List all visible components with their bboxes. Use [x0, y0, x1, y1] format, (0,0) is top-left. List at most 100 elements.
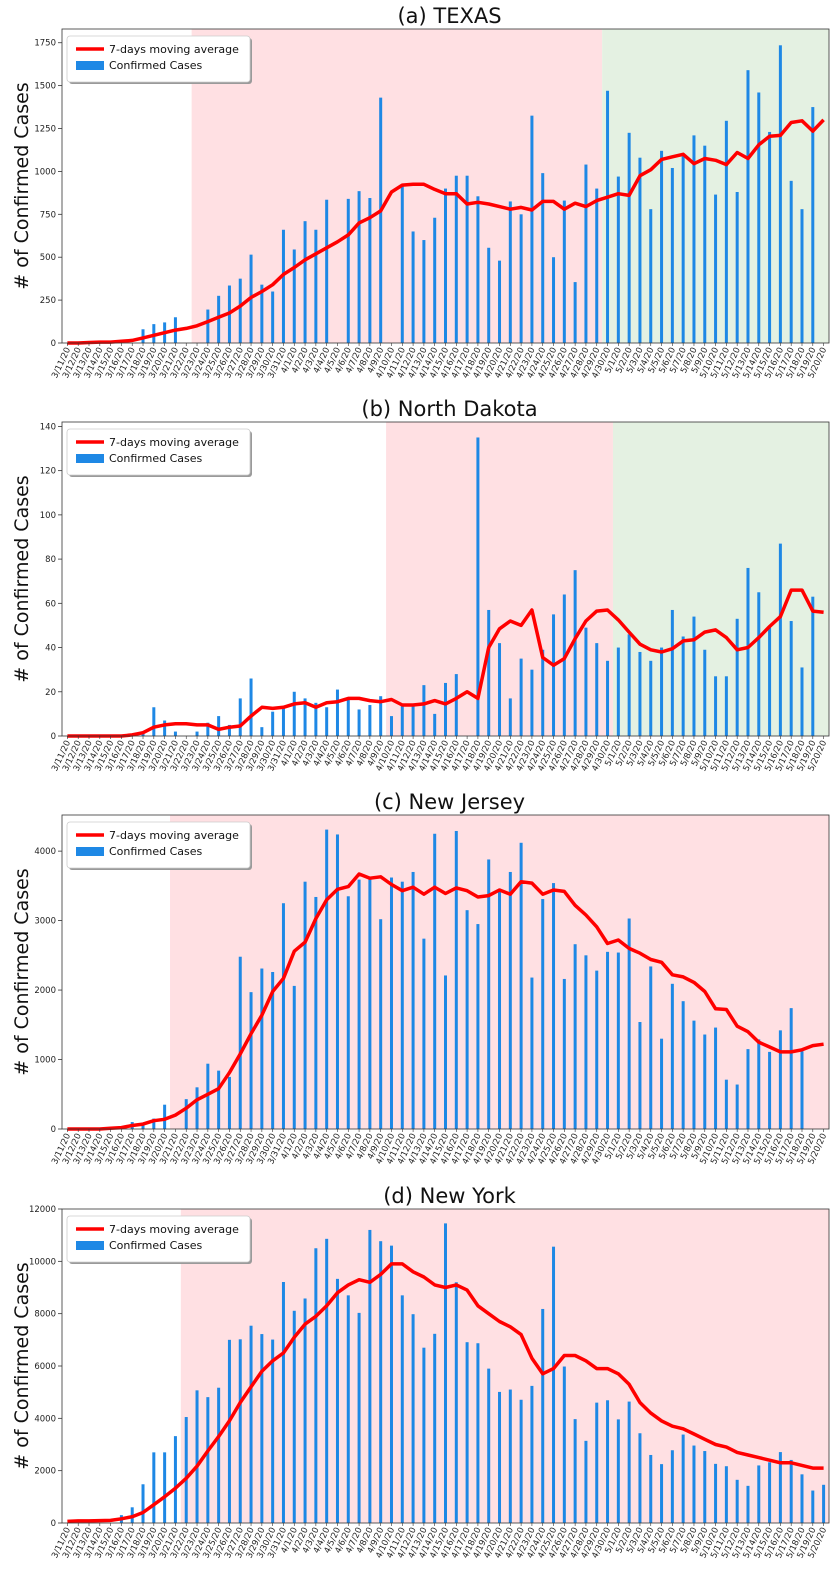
confirmed-cases-bar	[811, 107, 815, 343]
confirmed-cases-bar	[281, 903, 285, 1129]
confirmed-cases-bar	[411, 705, 415, 736]
confirmed-cases-bar	[184, 1417, 188, 1523]
y-tick-label: 4000	[34, 847, 56, 857]
confirmed-cases-bar	[238, 1339, 242, 1523]
confirmed-cases-bar	[616, 952, 620, 1129]
y-tick-label: 8000	[34, 1310, 56, 1320]
confirmed-cases-bar	[465, 175, 469, 343]
y-tick-label: 40	[45, 644, 56, 654]
confirmed-cases-bar	[552, 614, 556, 736]
confirmed-cases-bar	[670, 167, 674, 343]
confirmed-cases-bar	[714, 1463, 718, 1523]
y-tick-label: 2000	[34, 986, 56, 996]
confirmed-cases-bar	[422, 938, 426, 1129]
y-tick-label: 750	[40, 210, 56, 220]
confirmed-cases-bar	[746, 1049, 750, 1129]
confirmed-cases-bar	[811, 596, 815, 736]
confirmed-cases-bar	[433, 713, 437, 736]
confirmed-cases-bar	[163, 1104, 167, 1129]
y-axis-label: # of Confirmed Cases	[11, 868, 33, 1075]
y-tick-label: 6000	[34, 1362, 56, 1372]
confirmed-cases-bar	[757, 1039, 761, 1129]
confirmed-cases-bar	[260, 727, 264, 736]
confirmed-cases-bar	[379, 97, 383, 343]
confirmed-cases-bar	[714, 676, 718, 736]
confirmed-cases-bar	[757, 1465, 761, 1523]
confirmed-cases-bar	[249, 992, 253, 1129]
confirmed-cases-bar	[217, 1387, 221, 1523]
confirmed-cases-bar	[271, 291, 275, 343]
pink-region	[180, 1209, 829, 1523]
confirmed-cases-bar	[584, 627, 588, 736]
confirmed-cases-bar	[660, 1038, 664, 1129]
confirmed-cases-bar	[281, 229, 285, 343]
confirmed-cases-bar	[260, 968, 264, 1129]
y-tick-label: 0	[51, 1519, 56, 1529]
confirmed-cases-bar	[670, 609, 674, 736]
confirmed-cases-bar	[735, 618, 739, 736]
confirmed-cases-bar	[141, 733, 145, 736]
confirmed-cases-bar	[584, 164, 588, 343]
confirmed-cases-bar	[303, 1298, 307, 1523]
confirmed-cases-bar	[357, 709, 361, 736]
confirmed-cases-bar	[508, 698, 512, 736]
confirmed-cases-bar	[422, 1347, 426, 1523]
legend-bar-swatch	[76, 1241, 104, 1250]
legend: 7-days moving average Confirmed Cases	[66, 1215, 252, 1264]
y-axis-label: # of Confirmed Cases	[11, 1262, 33, 1469]
confirmed-cases-bar	[152, 1452, 156, 1523]
confirmed-cases-bar	[163, 720, 167, 736]
confirmed-cases-bar	[411, 1314, 415, 1523]
confirmed-cases-bar	[681, 636, 685, 736]
confirmed-cases-bar	[714, 194, 718, 343]
confirmed-cases-bar	[670, 983, 674, 1129]
legend-bar-swatch	[76, 61, 104, 70]
legend-label-confirmed-cases: Confirmed Cases	[109, 845, 203, 858]
confirmed-cases-bar	[757, 92, 761, 344]
confirmed-cases-bar	[314, 229, 318, 343]
confirmed-cases-bar	[184, 1099, 188, 1129]
confirmed-cases-bar	[292, 249, 296, 343]
confirmed-cases-bar	[368, 878, 372, 1129]
confirmed-cases-bar	[789, 180, 793, 343]
confirmed-cases-bar	[314, 896, 318, 1129]
confirmed-cases-bar	[692, 1020, 696, 1129]
confirmed-cases-bar	[800, 1051, 804, 1129]
confirmed-cases-bar	[152, 1118, 156, 1129]
confirmed-cases-bar	[444, 188, 447, 343]
confirmed-cases-bar	[433, 1333, 437, 1523]
confirmed-cases-bar	[163, 1452, 167, 1523]
confirmed-cases-bar	[541, 173, 545, 343]
confirmed-cases-bar	[400, 705, 404, 736]
confirmed-cases-bar	[530, 115, 534, 344]
legend-label-moving-average: 7-days moving average	[109, 43, 239, 56]
confirmed-cases-bar	[357, 879, 361, 1129]
y-tick-label: 4000	[34, 1414, 56, 1424]
confirmed-cases-bar	[335, 1278, 339, 1523]
confirmed-cases-bar	[800, 209, 804, 343]
confirmed-cases-bar	[606, 951, 610, 1129]
confirmed-cases-bar	[346, 896, 350, 1129]
confirmed-cases-bar	[616, 647, 620, 736]
confirmed-cases-bar	[552, 1246, 556, 1523]
confirmed-cases-bar	[735, 1084, 739, 1129]
chart-panel-3: 0200040006000800010000120003/11/203/12/2…	[11, 1184, 830, 1560]
confirmed-cases-bar	[768, 1462, 772, 1523]
confirmed-cases-bar	[714, 1027, 718, 1129]
confirmed-cases-bar	[649, 660, 653, 736]
confirmed-cases-bar	[206, 1397, 210, 1523]
confirmed-cases-bar	[487, 1368, 491, 1523]
legend-box	[66, 821, 251, 869]
confirmed-cases-bar	[433, 833, 437, 1129]
confirmed-cases-bar	[519, 214, 523, 343]
confirmed-cases-bar	[800, 1474, 804, 1523]
confirmed-cases-bar	[638, 651, 642, 736]
confirmed-cases-bar	[627, 132, 631, 343]
y-tick-label: 12000	[29, 1205, 56, 1215]
confirmed-cases-bar	[303, 881, 307, 1129]
y-tick-label: 0	[51, 1125, 56, 1135]
confirmed-cases-bar	[454, 830, 458, 1129]
legend-label-moving-average: 7-days moving average	[109, 829, 239, 842]
y-tick-label: 100	[40, 511, 56, 521]
confirmed-cases-bar	[778, 1452, 782, 1523]
